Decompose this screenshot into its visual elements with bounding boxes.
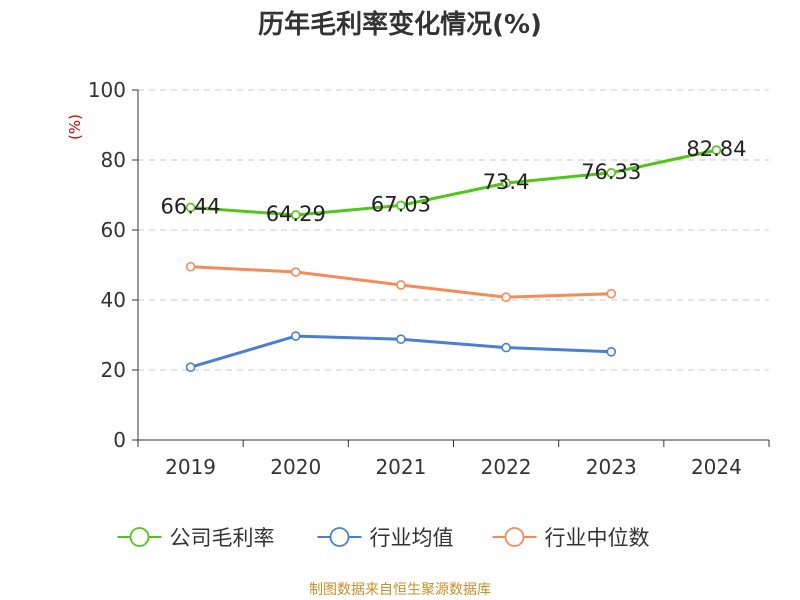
data-label: 66.44 [161,194,221,218]
x-tick-label: 2022 [481,455,532,479]
data-label: 73.4 [483,170,530,194]
y-axis-label: (%) [66,114,84,140]
y-tick-label: 80 [101,148,126,172]
data-label: 64.29 [266,202,326,226]
y-tick-label: 100 [88,78,126,102]
data-point [290,210,301,220]
legend-item: 行业中位数 [492,526,650,550]
x-tick-label: 2020 [270,455,321,479]
series-layer [185,145,722,373]
data-point [185,362,196,373]
legend-label: 行业中位数 [545,526,650,550]
grid-lines [138,89,769,371]
x-tick-label: 2019 [165,455,216,479]
y-tick-label: 0 [113,428,126,452]
axes: 0 20 40 60 80 100 2019 2020 2021 2022 2023 2024 [88,78,770,479]
data-label: 67.03 [371,192,431,216]
series-line-0 [189,148,718,217]
x-tick-label: 2024 [691,455,742,479]
data-point [711,145,722,155]
data-point [290,331,301,341]
data-point [606,346,617,357]
legend-marker [504,527,525,547]
data-point [606,288,617,299]
data-label: 82.84 [686,137,746,161]
data-label: 76.33 [581,160,641,184]
legend-item: 行业均值 [317,526,454,550]
data-labels: 66.44 64.29 67.03 73.4 76.33 82.84 [161,137,747,226]
source-note: 制图数据来自恒生聚源数据库 [309,582,491,598]
data-point [185,261,196,272]
x-tick-label: 2023 [586,455,637,479]
data-point [396,280,406,290]
y-tick-label: 20 [101,358,126,382]
chart-title: 历年毛利率变化情况(%) [258,9,542,40]
data-point [501,292,511,303]
data-point [606,168,617,178]
legend-item: 公司毛利率 [117,526,275,550]
data-point [501,342,511,353]
data-point [290,267,301,277]
legend-label: 行业均值 [370,526,454,550]
data-point [396,200,406,211]
y-tick-label: 60 [101,218,126,242]
legend-label: 公司毛利率 [170,526,275,550]
y-tick-label: 40 [101,288,126,312]
data-point [396,334,406,345]
data-point [501,178,511,188]
data-point [185,202,196,213]
legend: 公司毛利率 行业均值 行业中位数 [117,526,650,550]
legend-marker [329,527,350,547]
x-tick-label: 2021 [375,455,426,479]
legend-marker [129,527,150,547]
